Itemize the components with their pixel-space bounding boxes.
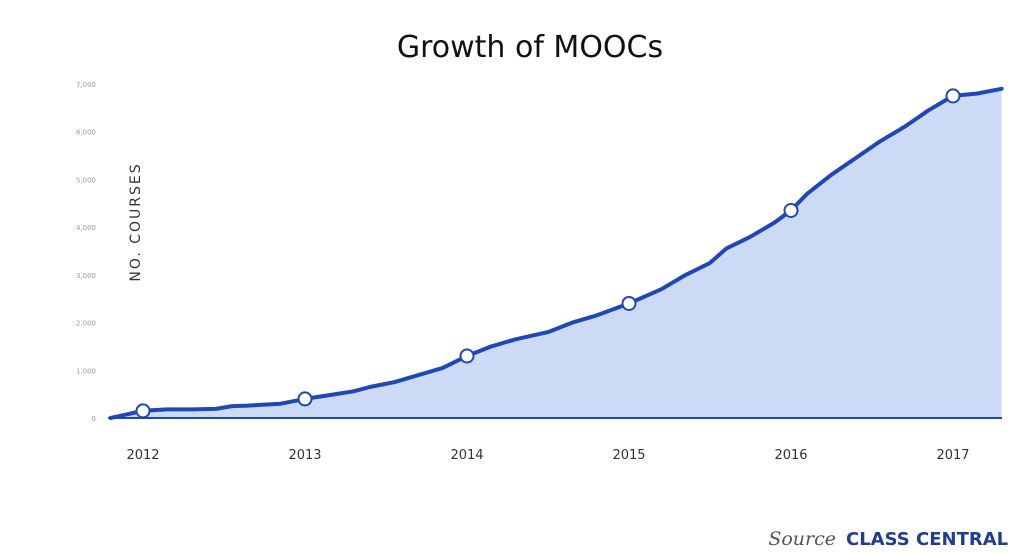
y-tick-label: 5,000 [76, 176, 96, 184]
data-point-marker [459, 348, 475, 364]
data-markers [135, 88, 961, 419]
area-fill [110, 88, 1002, 419]
x-tick-label: 2013 [288, 448, 321, 463]
data-point-marker [945, 88, 961, 104]
y-tick-label: 0 [92, 415, 96, 423]
data-point-marker [621, 295, 637, 311]
y-tick-label: 3,000 [76, 272, 96, 280]
source-prefix: Source [768, 528, 836, 550]
chart-title: Growth of MOOCs [397, 30, 663, 65]
data-point-marker [135, 403, 151, 419]
data-point-marker [297, 391, 313, 407]
y-tick-label: 6,000 [76, 129, 96, 137]
x-tick-label: 2014 [450, 448, 483, 463]
x-tick-label: 2015 [612, 448, 645, 463]
data-point-marker [783, 202, 799, 218]
source-credit: Source CLASS CENTRAL [768, 528, 1008, 550]
y-axis-ticks: 0 1,000 2,000 3,000 4,000 5,000 6,000 7,000 [76, 81, 96, 423]
x-tick-label: 2012 [126, 448, 159, 463]
x-tick-label: 2017 [936, 448, 969, 463]
y-tick-label: 7,000 [76, 81, 96, 89]
source-brand-logo: CLASS CENTRAL [846, 529, 1008, 550]
x-tick-label: 2016 [774, 448, 807, 463]
x-axis-ticks: 2012 2013 2014 2015 2016 2017 [126, 448, 969, 463]
y-tick-label: 1,000 [76, 367, 96, 375]
series-line [108, 86, 1004, 420]
y-tick-label: 4,000 [76, 224, 96, 232]
y-axis-label: NO. COURSES [128, 162, 144, 281]
y-tick-label: 2,000 [76, 320, 96, 328]
